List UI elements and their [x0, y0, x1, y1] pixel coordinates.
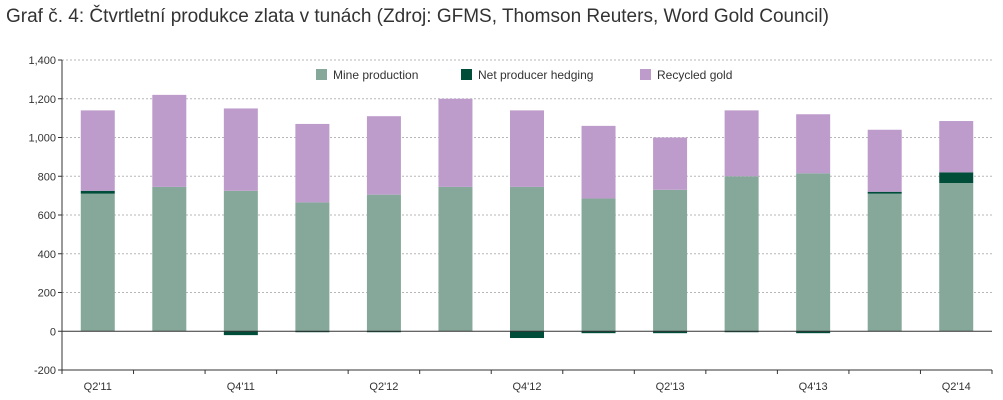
chart-title: Graf č. 4: Čtvrtletní produkce zlata v t… [6, 6, 829, 27]
bar-segment-recycled-gold [581, 125, 616, 199]
bar-segment-net-producer-hedging [867, 191, 902, 194]
bar-segment-recycled-gold [653, 137, 688, 190]
bar-segment-recycled-gold [939, 121, 974, 173]
bar-segment-recycled-gold [80, 110, 115, 191]
x-axis: Q2'11 Q4'11 Q2'12 Q4'12 Q2'13 Q4'13 Q2'14 [61, 330, 993, 393]
bar-segment-recycled-gold [366, 116, 401, 195]
x-tick-label: Q4'13 [799, 381, 828, 393]
y-tick-label: 1,200 [28, 94, 56, 106]
bar-segment-recycled-gold [510, 110, 544, 187]
bar-segment-net-producer-hedging [796, 331, 831, 334]
legend-label: Net producer hedging [478, 68, 593, 82]
bar-segment-mine-production [438, 186, 473, 332]
y-tick-label: -200 [34, 365, 56, 377]
bar-segment-net-producer-hedging [581, 331, 616, 334]
bar-segment-mine-production [939, 183, 974, 332]
bar-segment-recycled-gold [223, 108, 258, 191]
bar-segment-mine-production [295, 202, 330, 332]
y-tick-label: 1,000 [28, 133, 56, 145]
legend-label: Recycled gold [657, 68, 732, 82]
bar-segment-net-producer-hedging [223, 331, 258, 336]
bar-segment-net-producer-hedging [80, 190, 115, 194]
bar-segment-recycled-gold [796, 114, 831, 174]
bar-segment-mine-production [152, 186, 187, 332]
y-tick-label: 1,400 [28, 55, 56, 67]
bar-segment-net-producer-hedging [510, 331, 544, 339]
bar-segment-net-producer-hedging [939, 172, 974, 184]
legend-label: Mine production [333, 68, 418, 82]
bar-segment-mine-production [867, 193, 902, 332]
bar-segment-recycled-gold [867, 129, 902, 192]
y-tick-label: 600 [38, 210, 56, 222]
bar-segment-recycled-gold [295, 123, 330, 203]
legend-swatch [640, 69, 651, 80]
legend-swatch [316, 69, 327, 80]
x-tick-label: Q2'14 [942, 381, 971, 393]
bar-segment-mine-production [366, 194, 401, 332]
bar-segment-mine-production [510, 186, 544, 332]
y-tick-label: 800 [38, 171, 56, 183]
bar-segment-mine-production [653, 189, 688, 332]
bar-segment-mine-production [796, 173, 831, 332]
bar-segment-mine-production [581, 198, 616, 332]
x-tick-label: Q4'11 [227, 381, 255, 393]
bar-segment-mine-production [724, 176, 759, 332]
x-tick-label: Q4'12 [512, 381, 541, 393]
y-tick-label: 200 [38, 288, 56, 300]
legend: Mine production Net producer hedging Recyc… [316, 68, 732, 82]
bar-segment-mine-production [223, 190, 258, 332]
bar-segment-net-producer-hedging [653, 331, 688, 334]
bar-segment-recycled-gold [438, 98, 473, 187]
y-tick-label: 0 [50, 326, 56, 338]
x-tick-label: Q2'11 [84, 381, 112, 393]
bar-segment-recycled-gold [724, 110, 759, 177]
x-tick-label: Q2'13 [656, 381, 685, 393]
bar-segment-mine-production [80, 193, 115, 332]
bars [80, 94, 974, 339]
legend-swatch [461, 69, 472, 80]
x-tick-label: Q2'12 [369, 381, 398, 393]
bar-segment-recycled-gold [152, 94, 187, 187]
y-tick-label: 400 [38, 249, 56, 261]
y-axis: -200 0 200 400 600 800 1,000 1,200 1,400 [28, 55, 63, 377]
